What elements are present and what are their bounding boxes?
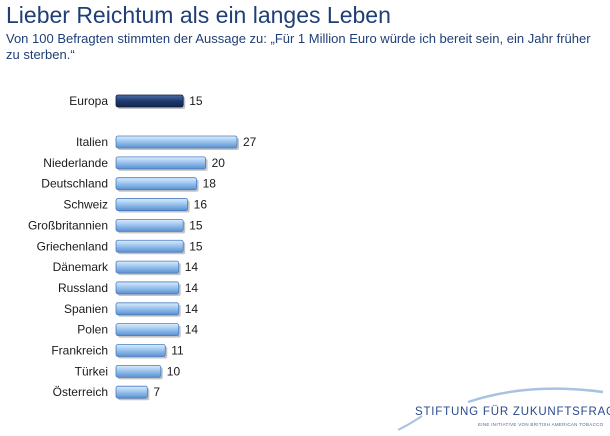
value-label: 18 <box>203 177 217 191</box>
bar-türkei <box>115 364 162 378</box>
category-label: Dänemark <box>53 260 109 274</box>
page-subtitle: Von 100 Befragten stimmten der Aussage z… <box>6 31 591 62</box>
logo-subtext: EINE INITIATIVE VON BRITISH AMERICAN TOB… <box>478 422 604 427</box>
category-label: Europa <box>69 94 108 108</box>
value-label: 14 <box>185 323 199 337</box>
category-label: Russland <box>58 281 108 295</box>
page-title: Lieber Reichtum als ein langes Leben <box>6 2 391 28</box>
value-label: 27 <box>243 135 257 149</box>
category-label: Deutschland <box>41 177 108 191</box>
logo-text: STIFTUNG FÜR ZUKUNFTSFRAGEN <box>415 406 610 418</box>
bar-frankreich <box>115 344 166 357</box>
logo: STIFTUNG FÜR ZUKUNFTSFRAGEN EINE INITIAT… <box>398 384 610 434</box>
bar-spanien <box>115 302 180 316</box>
value-label: 15 <box>189 94 203 108</box>
bar-russland <box>115 281 180 295</box>
category-label: Griechenland <box>37 239 108 253</box>
category-label: Türkei <box>75 364 108 378</box>
bar-polen <box>115 323 180 337</box>
category-label: Schweiz <box>63 198 108 212</box>
logo-swoosh-icon <box>398 387 604 431</box>
category-label: Italien <box>76 135 108 149</box>
category-label: Niederlande <box>43 156 108 170</box>
bar-schweiz <box>115 198 189 211</box>
bar-österreich <box>115 385 148 399</box>
bar-italien <box>115 135 238 149</box>
bar-griechenland <box>115 239 184 253</box>
value-label: 11 <box>171 344 184 358</box>
category-label: Polen <box>77 323 108 337</box>
bar-europa <box>115 94 184 108</box>
category-label: Frankreich <box>51 344 108 358</box>
bar-großbritannien <box>115 218 184 232</box>
category-label: Österreich <box>53 385 108 399</box>
value-label: 14 <box>185 281 199 295</box>
value-label: 15 <box>189 218 203 232</box>
value-label: 14 <box>185 302 199 316</box>
value-label: 14 <box>185 260 199 274</box>
bar-dänemark <box>115 260 180 274</box>
value-label: 20 <box>212 156 226 170</box>
category-label: Großbritannien <box>28 218 108 232</box>
value-label: 15 <box>189 239 203 253</box>
category-label: Spanien <box>64 302 108 316</box>
value-label: 10 <box>167 364 181 378</box>
value-label: 16 <box>194 198 208 212</box>
bar-deutschland <box>115 177 198 191</box>
value-label: 7 <box>153 385 160 399</box>
bar-niederlande <box>115 156 206 170</box>
